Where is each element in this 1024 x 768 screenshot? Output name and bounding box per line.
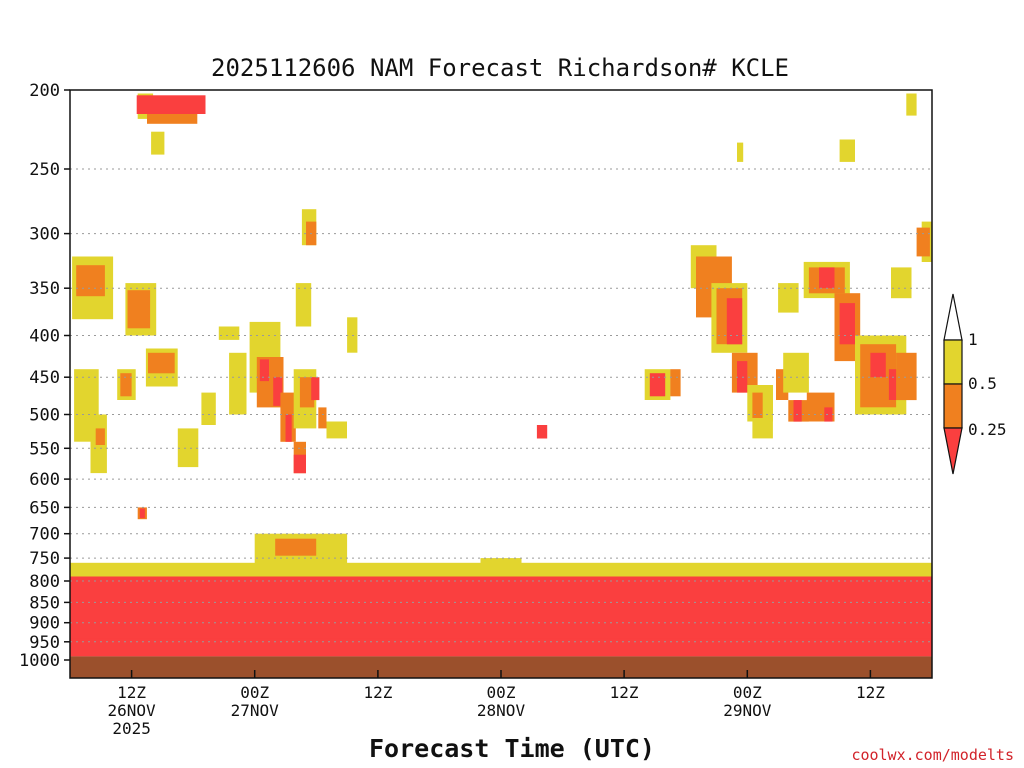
y-tick-label: 600 <box>29 470 60 490</box>
ri-cell-yellow <box>201 392 216 425</box>
plot-area <box>69 89 933 679</box>
ri-cells <box>70 93 932 657</box>
x-tick-label: 12Z <box>856 683 885 702</box>
ri-cell-red <box>870 352 886 378</box>
ri-cell-yellow <box>326 421 347 439</box>
ri-cell-red <box>793 400 802 422</box>
y-tick-label: 650 <box>29 498 60 518</box>
ri-cell-yellow <box>295 283 312 327</box>
ri-cell-yellow <box>218 326 240 340</box>
ri-cell-orange <box>95 428 105 445</box>
ri-cell-red <box>285 414 292 442</box>
y-tick-label: 1000 <box>19 651 60 671</box>
ri-cell-yellow <box>480 558 522 568</box>
x-tick-label: 00Z <box>487 683 516 702</box>
y-tick-label: 550 <box>29 439 60 459</box>
x-tick-label: 2025 <box>112 719 151 738</box>
ri-cell-yellow <box>737 142 744 162</box>
ri-cell-red <box>139 508 145 519</box>
ri-cell-yellow <box>151 131 165 155</box>
ri-cell-red <box>234 576 296 581</box>
x-tick-label: 12Z <box>117 683 146 702</box>
ri-cell-red <box>649 373 666 397</box>
x-tick-label: 12Z <box>610 683 639 702</box>
ri-cell-orange <box>120 373 132 397</box>
legend-swatch-below-0.25 <box>943 427 963 475</box>
ri-cell-red <box>726 298 743 345</box>
y-tick-label: 950 <box>29 633 60 653</box>
ri-cell-orange <box>275 538 317 556</box>
x-tick-label: 26NOV <box>108 701 157 720</box>
y-axis: 200 250 300 350 400 450 500 550 600 650 700 750 8008… <box>19 81 70 671</box>
ri-cell-orange <box>76 265 105 297</box>
ri-cell-yellow <box>70 562 932 577</box>
y-tick-label: 750 <box>29 549 60 569</box>
x-tick-label: 27NOV <box>231 701 280 720</box>
ri-cell-red <box>536 425 548 439</box>
legend-swatch-0.25-0.5 <box>943 383 963 429</box>
x-tick-label: 00Z <box>733 683 762 702</box>
legend-colorbar: 1 0.5 0.25 <box>943 293 1007 475</box>
ri-cell-yellow <box>778 283 799 313</box>
ri-cell-red <box>136 95 206 114</box>
y-tick-label: 200 <box>29 81 60 101</box>
ri-cell-red <box>839 303 855 345</box>
chart-title: 2025112606 NAM Forecast Richardson# KCLE <box>211 54 789 82</box>
ri-cell-orange <box>670 369 681 397</box>
ri-cell-orange <box>148 352 175 374</box>
y-tick-label: 800 <box>29 572 60 592</box>
ri-cell-orange <box>318 407 327 429</box>
x-tick-label: 29NOV <box>723 701 772 720</box>
ri-cell-red <box>273 377 283 406</box>
legend-swatch-above-1 <box>943 293 963 341</box>
ri-cell-yellow <box>752 421 773 439</box>
y-tick-label: 400 <box>29 327 60 347</box>
legend-label: 1 <box>968 330 978 349</box>
ri-cell-red <box>259 359 269 382</box>
y-tick-label: 300 <box>29 225 60 245</box>
y-tick-label: 350 <box>29 279 60 299</box>
ri-cell-red <box>293 454 306 474</box>
ri-cell-orange <box>916 227 930 257</box>
ri-cell-yellow <box>891 267 912 299</box>
ri-cell-red <box>311 377 320 401</box>
legend-label: 0.25 <box>968 420 1007 439</box>
ri-cell-yellow <box>839 139 855 162</box>
ri-cell-orange <box>752 392 763 418</box>
credit-text: coolwx.com/modelts <box>851 746 1014 764</box>
x-tick-label: 00Z <box>240 683 269 702</box>
legend-label: 0.5 <box>968 374 997 393</box>
x-axis-label: Forecast Time (UTC) <box>369 734 655 763</box>
ri-cell-orange <box>299 377 315 408</box>
y-tick-label: 850 <box>29 593 60 613</box>
y-tick-label: 700 <box>29 525 60 545</box>
y-tick-label: 900 <box>29 614 60 634</box>
ri-cell-red <box>824 407 833 422</box>
ri-cell-red <box>819 267 835 289</box>
ri-cell-red <box>70 610 932 639</box>
ri-cell-orange <box>896 352 917 401</box>
ground-layer <box>70 656 932 678</box>
y-tick-label: 500 <box>29 406 60 426</box>
legend-swatch-0.5-1 <box>943 339 963 385</box>
x-tick-label: 28NOV <box>477 701 526 720</box>
ri-cell-yellow <box>229 352 247 415</box>
ri-cell-yellow <box>177 428 199 468</box>
ri-cell-orange <box>127 290 151 329</box>
ri-cell-yellow <box>906 93 917 116</box>
y-tick-label: 250 <box>29 160 60 180</box>
ri-cell-orange <box>147 114 198 124</box>
x-tick-label: 12Z <box>363 683 392 702</box>
y-tick-label: 450 <box>29 368 60 388</box>
ri-cell-yellow <box>783 352 809 393</box>
